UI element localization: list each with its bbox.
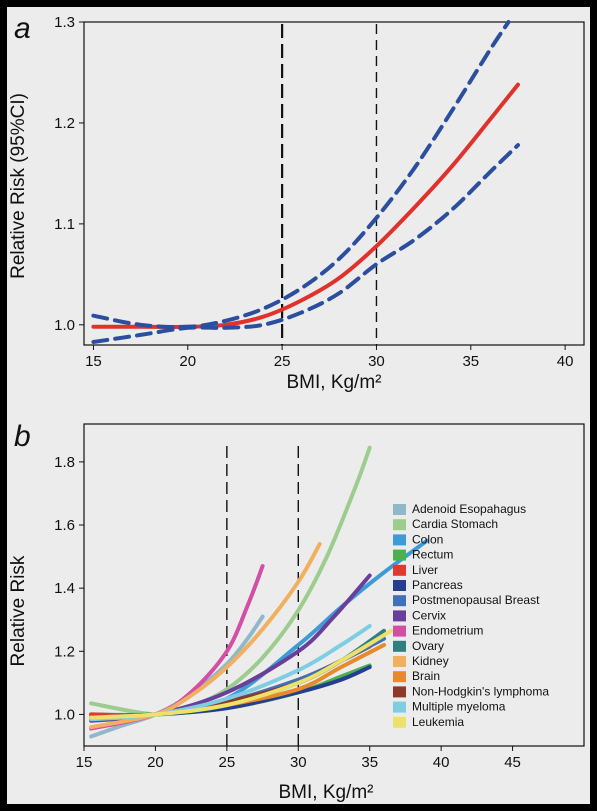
legend-label: Postmenopausal Breast [412,593,540,607]
panel-b-x-axis-label: BMI, Kg/m² [278,782,373,803]
x-tick-label: 30 [290,754,307,771]
legend-label: Rectum [412,548,453,562]
x-tick-label: 20 [179,353,196,370]
x-tick-label: 25 [219,754,236,771]
x-tick-label: 40 [433,754,450,771]
legend-swatch [393,686,406,698]
legend-label: Pancreas [412,578,463,592]
legend-swatch [393,564,406,576]
series-line-lower [91,143,520,344]
legend-swatch [393,534,406,546]
y-tick-label: 1.6 [54,517,75,534]
y-tick-label: 1.2 [54,643,75,660]
legend-swatch [393,640,406,652]
legend-swatch [393,549,406,561]
legend-swatch [393,701,406,713]
panel-b-plot-frame [83,423,585,747]
panel-b-y-axis-label: Relative Risk [8,555,29,666]
panel-a-reference-lines [281,24,378,345]
x-tick-label: 15 [85,353,102,370]
legend-swatch [393,671,406,683]
x-tick-label: 35 [462,353,479,370]
y-tick-label: 1.1 [54,216,75,233]
panel-b-reference-lines [226,446,299,746]
legend-label: Adenoid Esopahagus [412,502,526,516]
y-tick-label: 1.8 [54,454,75,471]
panel-a-y-axis-label: Relative Risk (95%CI) [8,93,29,279]
y-tick-label: 1.2 [54,115,75,132]
legend-label: Ovary [412,639,444,653]
legend-swatch [393,656,406,667]
y-tick-label: 1.4 [54,580,75,597]
legend-label: Liver [412,563,438,577]
legend-label: Multiple myeloma [412,700,506,714]
panel-b-y-ticks: 1.0 1.2 1.4 1.6 1.8 [54,454,84,723]
x-tick-label: 30 [368,353,385,370]
legend-label: Cervix [412,608,446,622]
legend-label: Colon [412,532,443,546]
panel-b-series [89,445,429,739]
legend-swatch [393,595,406,607]
panel-a-series [91,20,520,344]
panel-b-x-ticks: 15 20 25 30 35 40 45 [76,746,521,771]
panel-b: b 15 20 25 30 35 40 45 1.0 1.2 1.4 1.6 1.8 Adenoid… [8,420,585,803]
x-tick-label: 35 [361,754,378,771]
x-tick-label: 15 [76,754,93,771]
panel-a-x-axis-label: BMI, Kg/m² [286,372,381,393]
legend-label: Brain [412,669,440,683]
legend-label: Leukemia [412,715,464,729]
legend-swatch [393,580,406,591]
legend-swatch [393,625,406,637]
panel-a-y-ticks: 1.0 1.1 1.2 1.3 [54,14,84,334]
legend-swatch [393,610,406,622]
x-tick-label: 40 [557,353,574,370]
panel-a: a 15 20 25 30 35 40 1.0 1.1 1.2 1.3 BMI, Kg/m² R… [8,12,585,393]
y-tick-label: 1.3 [54,14,75,31]
panel-a-x-ticks: 15 20 25 30 35 40 [85,345,573,370]
panel-a-plot-frame [83,21,585,346]
legend-label: Endometrium [412,624,483,638]
legend-label: Kidney [412,654,449,668]
legend-label: Cardia Stomach [412,517,498,531]
legend-swatch [393,716,406,728]
series-line-leukemia [89,628,394,720]
x-tick-label: 20 [147,754,164,771]
panel-a-letter: a [14,12,31,45]
legend-swatch [393,519,406,531]
legend-label: Non-Hodgkin's lymphoma [412,684,549,698]
y-tick-label: 1.0 [54,317,75,334]
panel-b-letter: b [14,420,31,453]
y-tick-label: 1.0 [54,706,75,723]
legend-swatch [393,504,406,515]
x-tick-label: 25 [274,353,291,370]
x-tick-label: 45 [504,754,521,771]
